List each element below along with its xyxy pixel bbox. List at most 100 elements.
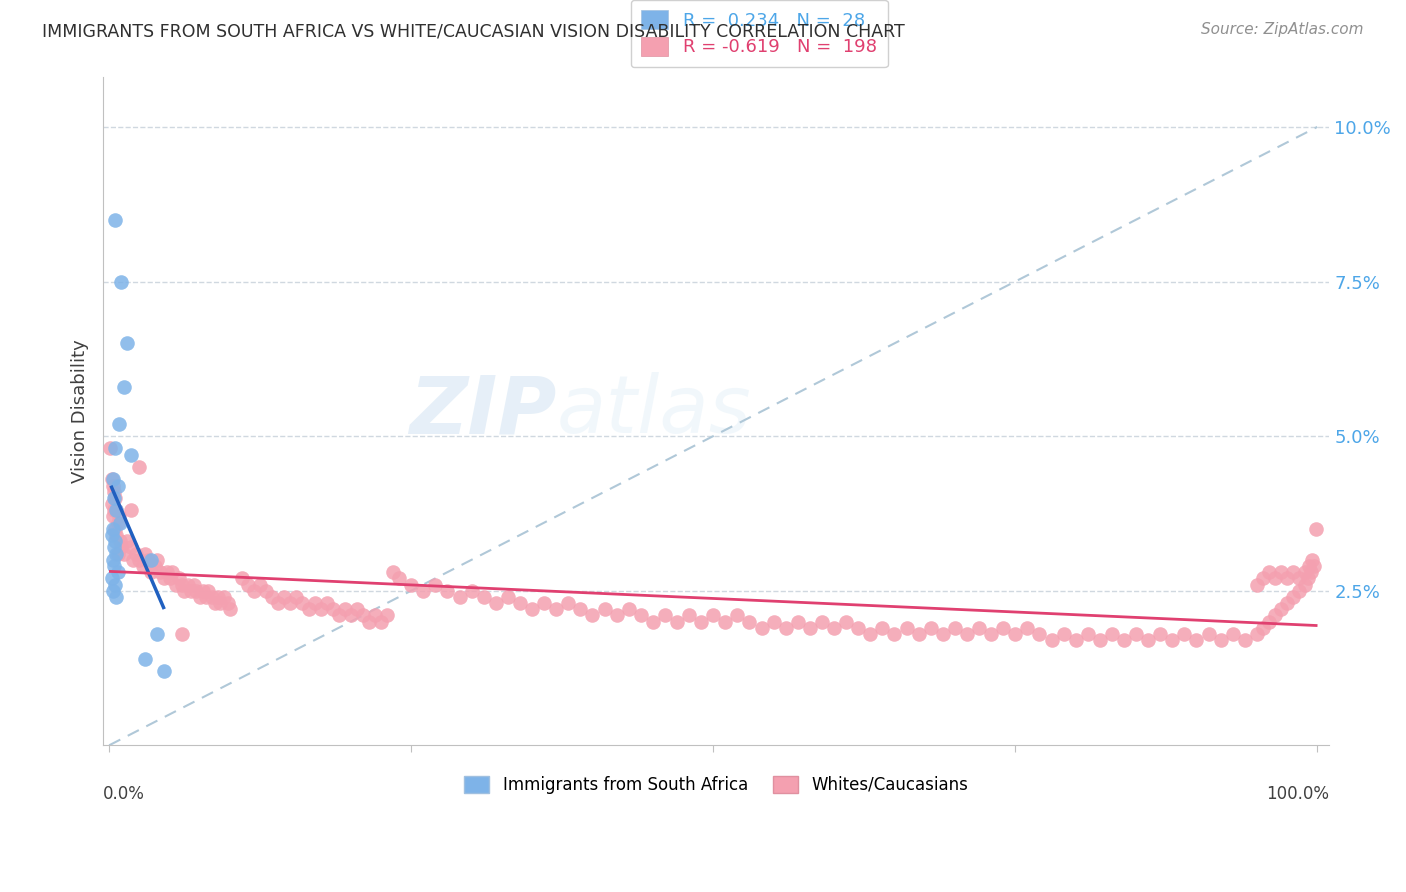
Point bbox=[120, 541, 142, 555]
Point bbox=[811, 615, 834, 629]
Point bbox=[120, 448, 142, 462]
Point bbox=[630, 608, 652, 623]
Point bbox=[1040, 633, 1063, 648]
Point bbox=[1161, 633, 1184, 648]
Point bbox=[136, 553, 159, 567]
Point bbox=[340, 608, 363, 623]
Point bbox=[786, 615, 808, 629]
Point bbox=[117, 534, 139, 549]
Point bbox=[176, 577, 198, 591]
Point bbox=[160, 565, 183, 579]
Point bbox=[104, 522, 127, 536]
Text: 0.0%: 0.0% bbox=[103, 785, 145, 804]
Point bbox=[100, 472, 122, 486]
Point bbox=[520, 602, 543, 616]
Point bbox=[846, 621, 869, 635]
Point bbox=[399, 577, 422, 591]
Point bbox=[152, 664, 174, 678]
Point bbox=[666, 615, 689, 629]
Point bbox=[101, 553, 124, 567]
Point bbox=[149, 565, 172, 579]
Point bbox=[1288, 571, 1310, 585]
Point bbox=[243, 583, 266, 598]
Point bbox=[883, 627, 905, 641]
Point bbox=[146, 627, 169, 641]
Point bbox=[1233, 633, 1256, 648]
Point bbox=[375, 608, 398, 623]
Point bbox=[1296, 571, 1319, 585]
Point bbox=[141, 565, 163, 579]
Point bbox=[1149, 627, 1171, 641]
Point bbox=[285, 590, 308, 604]
Point bbox=[333, 602, 356, 616]
Y-axis label: Vision Disability: Vision Disability bbox=[72, 340, 89, 483]
Point bbox=[328, 608, 350, 623]
Point bbox=[104, 212, 127, 227]
Point bbox=[617, 602, 640, 616]
Point bbox=[112, 379, 135, 393]
Text: IMMIGRANTS FROM SOUTH AFRICA VS WHITE/CAUCASIAN VISION DISABILITY CORRELATION CH: IMMIGRANTS FROM SOUTH AFRICA VS WHITE/CA… bbox=[42, 22, 905, 40]
Point bbox=[1064, 633, 1087, 648]
Point bbox=[980, 627, 1002, 641]
Point bbox=[1301, 553, 1323, 567]
Point bbox=[107, 478, 129, 492]
Point bbox=[267, 596, 290, 610]
Point bbox=[120, 503, 142, 517]
Point bbox=[641, 615, 664, 629]
Point bbox=[219, 602, 242, 616]
Point bbox=[104, 534, 127, 549]
Point bbox=[485, 596, 508, 610]
Point bbox=[1264, 571, 1286, 585]
Point bbox=[209, 596, 232, 610]
Point bbox=[1052, 627, 1074, 641]
Point bbox=[110, 275, 132, 289]
Point bbox=[1004, 627, 1026, 641]
Point bbox=[346, 602, 368, 616]
Point bbox=[775, 621, 797, 635]
Point bbox=[173, 583, 195, 598]
Point bbox=[110, 541, 132, 555]
Point bbox=[1258, 565, 1281, 579]
Point bbox=[180, 583, 202, 598]
Point bbox=[100, 528, 122, 542]
Point bbox=[309, 602, 332, 616]
Point bbox=[134, 547, 156, 561]
Point bbox=[104, 491, 127, 505]
Point bbox=[101, 478, 124, 492]
Point bbox=[357, 615, 380, 629]
Point bbox=[108, 509, 131, 524]
Point bbox=[262, 590, 284, 604]
Point bbox=[449, 590, 471, 604]
Point bbox=[104, 577, 127, 591]
Point bbox=[1282, 590, 1305, 604]
Point bbox=[197, 583, 219, 598]
Point bbox=[201, 590, 224, 604]
Point bbox=[101, 583, 124, 598]
Point bbox=[370, 615, 392, 629]
Text: ZIP: ZIP bbox=[409, 372, 557, 450]
Point bbox=[103, 491, 125, 505]
Point bbox=[943, 621, 966, 635]
Point bbox=[105, 590, 128, 604]
Point bbox=[194, 590, 217, 604]
Point bbox=[167, 571, 190, 585]
Point bbox=[143, 558, 166, 573]
Point bbox=[100, 571, 122, 585]
Point bbox=[1185, 633, 1208, 648]
Point bbox=[236, 577, 259, 591]
Point bbox=[1246, 577, 1268, 591]
Point bbox=[496, 590, 519, 604]
Point bbox=[606, 608, 628, 623]
Point bbox=[217, 596, 239, 610]
Point bbox=[204, 596, 226, 610]
Point bbox=[907, 627, 929, 641]
Point bbox=[122, 553, 145, 567]
Point bbox=[967, 621, 990, 635]
Point bbox=[1251, 571, 1274, 585]
Point bbox=[1137, 633, 1160, 648]
Point bbox=[593, 602, 616, 616]
Point bbox=[859, 627, 882, 641]
Point bbox=[1282, 565, 1305, 579]
Point bbox=[956, 627, 979, 641]
Point bbox=[872, 621, 894, 635]
